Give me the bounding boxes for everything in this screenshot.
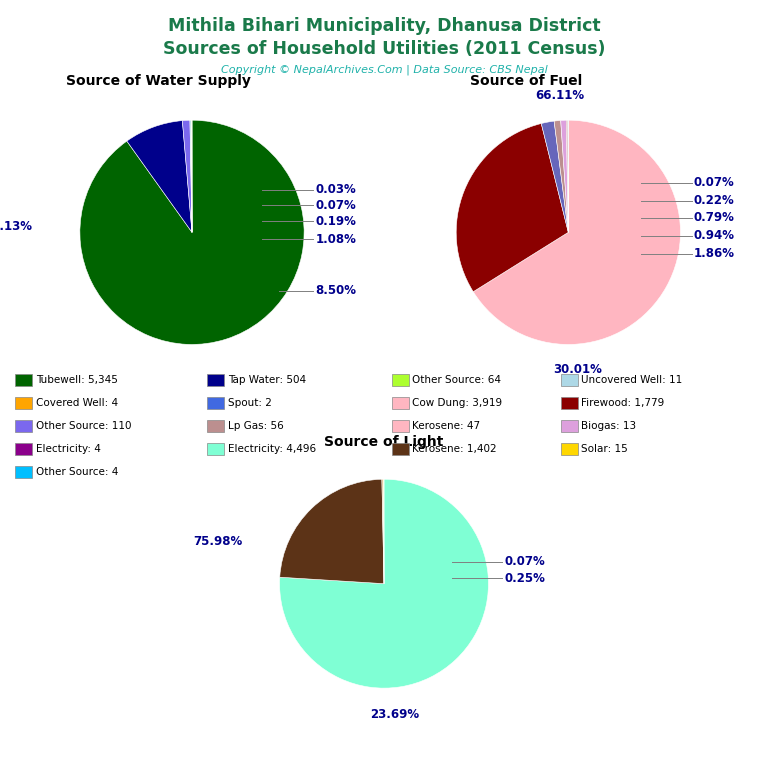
Text: 0.19%: 0.19% xyxy=(316,214,356,227)
Text: 8.50%: 8.50% xyxy=(316,284,356,297)
Text: 0.94%: 0.94% xyxy=(694,229,735,242)
Wedge shape xyxy=(190,121,192,232)
Wedge shape xyxy=(182,121,192,232)
Text: 0.79%: 0.79% xyxy=(694,211,735,224)
Text: 1.08%: 1.08% xyxy=(316,233,356,246)
Text: 30.01%: 30.01% xyxy=(553,362,601,376)
Text: Other Source: 4: Other Source: 4 xyxy=(36,467,118,478)
Text: 23.69%: 23.69% xyxy=(370,708,419,720)
Text: Cow Dung: 3,919: Cow Dung: 3,919 xyxy=(412,398,502,409)
Text: 75.98%: 75.98% xyxy=(194,535,243,548)
Text: Source of Water Supply: Source of Water Supply xyxy=(66,74,250,88)
Wedge shape xyxy=(561,121,568,232)
Text: Tubewell: 5,345: Tubewell: 5,345 xyxy=(36,375,118,386)
Text: Firewood: 1,779: Firewood: 1,779 xyxy=(581,398,664,409)
Text: 0.07%: 0.07% xyxy=(694,177,735,190)
Text: Mithila Bihari Municipality, Dhanusa District: Mithila Bihari Municipality, Dhanusa Dis… xyxy=(167,17,601,35)
Text: 0.25%: 0.25% xyxy=(504,572,545,585)
Text: Electricity: 4,496: Electricity: 4,496 xyxy=(228,444,316,455)
Text: Biogas: 13: Biogas: 13 xyxy=(581,421,637,432)
Wedge shape xyxy=(280,479,384,584)
Wedge shape xyxy=(456,124,568,292)
Text: Sources of Household Utilities (2011 Census): Sources of Household Utilities (2011 Cen… xyxy=(163,40,605,58)
Wedge shape xyxy=(541,121,568,232)
Text: 0.03%: 0.03% xyxy=(316,184,356,196)
Text: 66.11%: 66.11% xyxy=(535,89,584,102)
Text: Electricity: 4: Electricity: 4 xyxy=(36,444,101,455)
Text: Other Source: 64: Other Source: 64 xyxy=(412,375,502,386)
Wedge shape xyxy=(280,479,488,688)
Wedge shape xyxy=(382,479,384,584)
Text: 90.13%: 90.13% xyxy=(0,220,33,233)
Text: Uncovered Well: 11: Uncovered Well: 11 xyxy=(581,375,683,386)
Text: Lp Gas: 56: Lp Gas: 56 xyxy=(228,421,284,432)
Text: Kerosene: 1,402: Kerosene: 1,402 xyxy=(412,444,497,455)
Wedge shape xyxy=(80,120,304,344)
Text: Spout: 2: Spout: 2 xyxy=(228,398,272,409)
Text: Copyright © NepalArchives.Com | Data Source: CBS Nepal: Copyright © NepalArchives.Com | Data Sou… xyxy=(220,65,548,75)
Text: Kerosene: 47: Kerosene: 47 xyxy=(412,421,481,432)
Text: Solar: 15: Solar: 15 xyxy=(581,444,628,455)
Title: Source of Light: Source of Light xyxy=(324,435,444,449)
Text: 0.07%: 0.07% xyxy=(504,555,545,568)
Text: 1.86%: 1.86% xyxy=(694,247,735,260)
Text: Source of Fuel: Source of Fuel xyxy=(470,74,582,88)
Wedge shape xyxy=(566,121,568,232)
Text: Other Source: 110: Other Source: 110 xyxy=(36,421,131,432)
Wedge shape xyxy=(127,121,192,232)
Text: 0.22%: 0.22% xyxy=(694,194,735,207)
Text: Covered Well: 4: Covered Well: 4 xyxy=(36,398,118,409)
Text: Tap Water: 504: Tap Water: 504 xyxy=(228,375,306,386)
Text: 0.07%: 0.07% xyxy=(316,199,356,212)
Wedge shape xyxy=(473,120,680,344)
Wedge shape xyxy=(554,121,568,232)
